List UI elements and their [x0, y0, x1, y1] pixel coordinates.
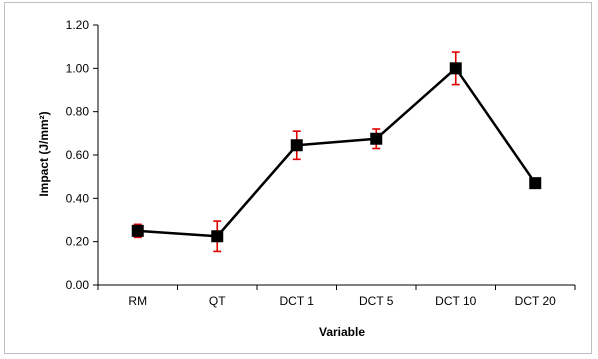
- y-tick-labels: 0.00 0.20 0.40 0.60 0.80 1.00 1.20: [66, 18, 90, 292]
- series-polyline: [137, 67, 537, 238]
- x-tick-label: DCT 10: [435, 294, 476, 308]
- x-tick-label: RM: [128, 294, 147, 308]
- y-tick-label: 1.20: [66, 18, 90, 32]
- series-line: [137, 67, 537, 238]
- x-tick-label: DCT 1: [280, 294, 315, 308]
- data-point-marker: [131, 224, 144, 237]
- data-point-marker: [211, 230, 224, 243]
- x-tick-label: QT: [209, 294, 226, 308]
- x-tick-labels: RM QT DCT 1 DCT 5 DCT 10 DCT 20: [128, 294, 556, 308]
- y-tick-label: 0.00: [66, 278, 90, 292]
- y-tick-label: 0.60: [66, 148, 90, 162]
- x-tick-label: DCT 20: [515, 294, 556, 308]
- x-tick-label: DCT 5: [359, 294, 394, 308]
- data-point-marker: [529, 177, 542, 190]
- y-tick-label: 0.40: [66, 191, 90, 205]
- axes: [93, 24, 576, 290]
- data-point-marker: [370, 132, 383, 145]
- data-point-marker: [449, 62, 462, 75]
- y-tick-label: 0.20: [66, 235, 90, 249]
- y-tick-label: 1.00: [66, 61, 90, 75]
- x-axis-title: Variable: [319, 325, 365, 339]
- data-point-marker: [290, 139, 303, 152]
- chart-frame: [4, 2, 592, 354]
- y-axis-title: Impact (J/mm²): [37, 111, 51, 196]
- y-tick-label: 0.80: [66, 105, 90, 119]
- error-bars: [133, 51, 460, 253]
- data-markers: [131, 62, 542, 243]
